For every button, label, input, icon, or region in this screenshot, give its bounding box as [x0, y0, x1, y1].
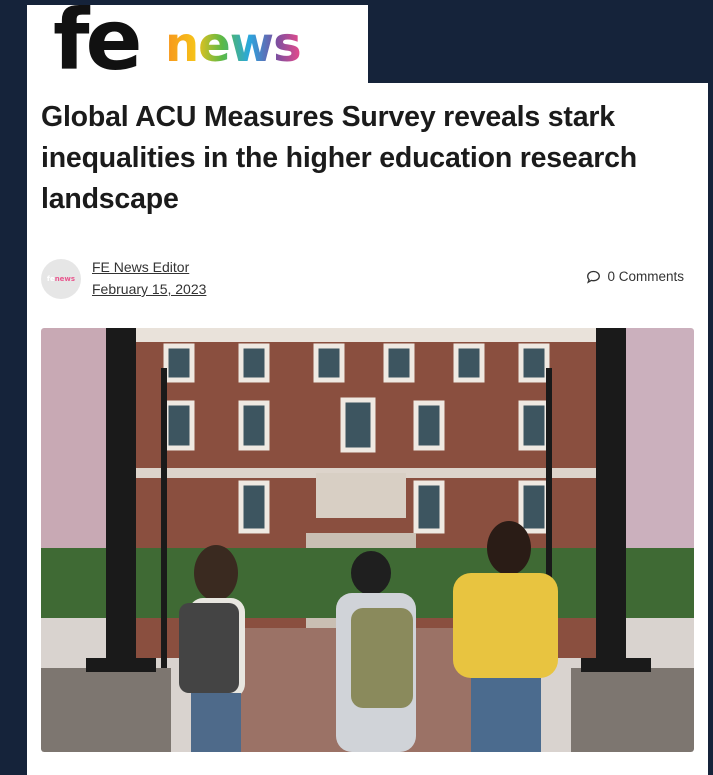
comments-count: 0 Comments — [607, 269, 684, 284]
logo[interactable]: fe news — [27, 5, 368, 85]
logo-news: news — [165, 17, 301, 73]
article-title: Global ACU Measures Survey reveals stark… — [41, 97, 691, 220]
author-link[interactable]: FE News Editor — [92, 259, 189, 275]
article: Global ACU Measures Survey reveals stark… — [27, 83, 708, 775]
author-avatar[interactable]: fenews — [41, 259, 81, 299]
avatar-news: news — [55, 275, 75, 283]
avatar-fe: fe — [47, 275, 55, 283]
comments-link[interactable]: 0 Comments — [586, 269, 684, 284]
date-link[interactable]: February 15, 2023 — [92, 281, 206, 297]
comment-icon — [586, 270, 601, 284]
article-photo — [41, 328, 694, 752]
logo-fe: fe — [53, 0, 139, 89]
page: fe news Global ACU Measures Survey revea… — [0, 0, 713, 775]
